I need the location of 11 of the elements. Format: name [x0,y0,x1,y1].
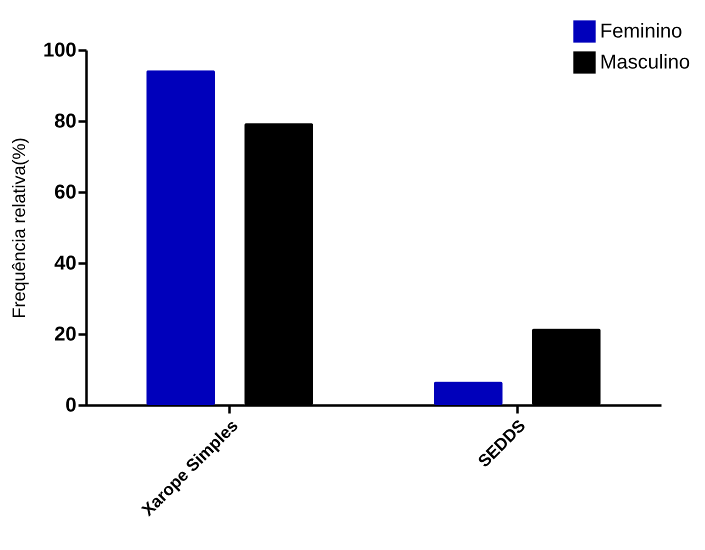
legend-label: Feminino [600,20,682,42]
y-tick-label: 60 [54,182,76,204]
y-axis-title: Frequência relativa(%) [9,137,30,319]
y-tick-label: 0 [65,394,76,416]
legend-label: Masculino [600,52,690,74]
bar [434,382,503,405]
y-tick-label: 80 [54,110,76,132]
y-tick-label: 40 [54,252,76,274]
y-tick-label: 20 [54,324,76,346]
y-tick-label: 100 [43,40,76,62]
bar [146,70,216,405]
